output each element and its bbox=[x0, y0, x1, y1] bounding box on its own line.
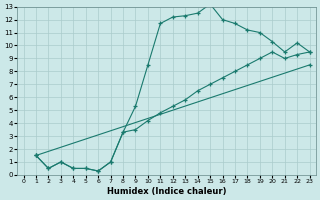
X-axis label: Humidex (Indice chaleur): Humidex (Indice chaleur) bbox=[107, 187, 226, 196]
